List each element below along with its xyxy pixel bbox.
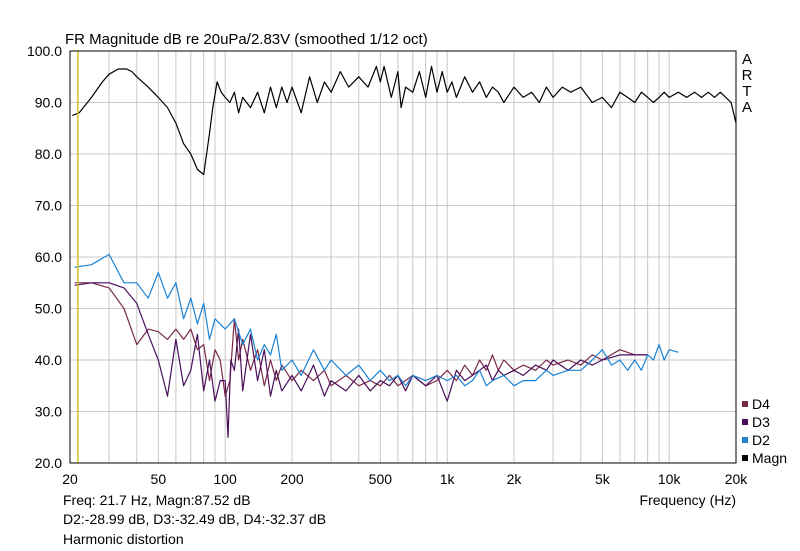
y-tick-labels: 20.0 30.0 40.0 50.0 60.0 70.0 80.0 90.0 100.0 [27,43,62,471]
x-tick-label: 2k [507,471,523,487]
series-line-d3 [74,282,648,438]
legend-item-d3[interactable]: D3 [742,413,787,431]
x-tick-label: 50 [151,471,167,487]
arta-letter: T [742,83,752,100]
x-tick-label: 20 [62,471,78,487]
legend-swatch [742,401,748,407]
series-line-d4 [74,282,648,397]
x-tick-labels: 20 50 100 200 500 1k 2k 5k 10k 20k [62,471,748,487]
footer-label: Harmonic distortion [63,531,184,547]
legend-label: Magn [752,450,788,466]
legend-label: D2 [752,432,770,448]
legend-label: D4 [752,396,770,412]
x-tick-label: 20k [725,471,749,487]
x-tick-label: 100 [213,471,237,487]
legend-swatch [742,455,748,461]
x-tick-label: 200 [280,471,304,487]
y-tick-label: 50.0 [35,301,62,317]
x-tick-label: 1k [440,471,456,487]
legend-item-d4[interactable]: D4 [742,395,787,413]
chart-legend: D4 D3 D2 Magn [742,395,787,467]
cursor-readout: Freq: 21.7 Hz, Magn:87.52 dB [63,492,251,508]
y-tick-label: 60.0 [35,249,62,265]
chart-title: FR Magnitude dB re 20uPa/2.83V (smoothed… [65,31,428,48]
arta-letter: A [741,51,752,68]
x-tick-label: 500 [369,471,393,487]
series-line-d2 [74,253,679,387]
plot-frame [69,50,737,464]
x-tick-label: 10k [658,471,682,487]
legend-swatch [742,437,748,443]
chart-series [72,65,737,438]
legend-item-d2[interactable]: D2 [742,431,787,449]
y-tick-label: 30.0 [35,404,62,420]
y-tick-label: 80.0 [35,146,62,162]
legend-swatch [742,419,748,425]
y-tick-label: 70.0 [35,198,62,214]
series-line-magn [72,65,737,176]
legend-item-magn[interactable]: Magn [742,449,787,467]
y-tick-label: 90.0 [35,95,62,111]
x-axis-label: Frequency (Hz) [640,492,736,508]
y-tick-label: 40.0 [35,352,62,368]
arta-logo: A R T A [740,52,754,116]
x-tick-label: 5k [595,471,611,487]
chart-grid [69,50,737,464]
arta-letter: A [741,99,752,116]
arta-letter: R [741,67,753,84]
legend-label: D3 [752,414,770,430]
y-tick-label: 100.0 [27,43,62,59]
distortion-readout: D2:-28.99 dB, D3:-32.49 dB, D4:-32.37 dB [63,511,327,527]
y-tick-label: 20.0 [35,455,62,471]
